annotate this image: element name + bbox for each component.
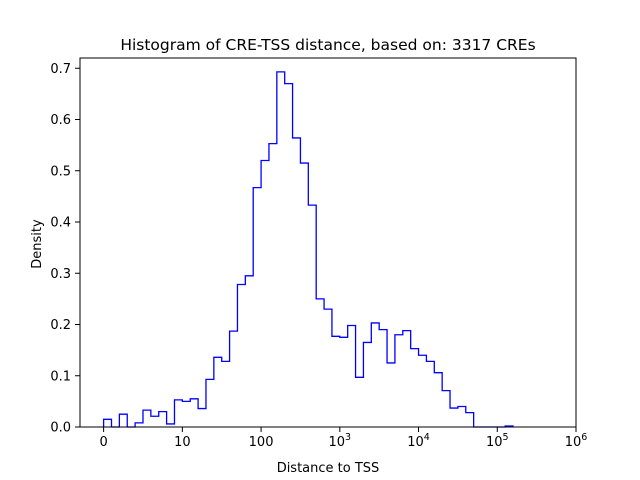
x-tick-label-base: 10 bbox=[174, 435, 191, 450]
x-tick-label-base: 10 bbox=[486, 435, 503, 450]
y-axis-label: Density bbox=[30, 219, 45, 269]
x-tick-label-base: 10 bbox=[407, 435, 424, 450]
x-tick-label-base: 0 bbox=[99, 435, 107, 450]
y-tick-label: 0.2 bbox=[50, 318, 71, 333]
x-tick-label-exponent: 3 bbox=[345, 432, 351, 443]
x-tick-label: 0 bbox=[99, 435, 107, 450]
x-tick-label-base: 10 bbox=[565, 435, 582, 450]
x-tick-label-base: 100 bbox=[249, 435, 274, 450]
x-tick-label: 10 bbox=[174, 435, 191, 450]
x-tick-label-exponent: 6 bbox=[581, 432, 587, 443]
histogram-outline bbox=[102, 71, 514, 428]
x-tick-label: 106 bbox=[565, 432, 588, 450]
x-tick-label: 103 bbox=[329, 432, 352, 450]
x-tick-label-exponent: 5 bbox=[503, 432, 509, 443]
x-tick-label: 104 bbox=[407, 432, 430, 450]
y-tick-label: 0.6 bbox=[50, 113, 71, 128]
plot-frame bbox=[79, 57, 577, 428]
x-tick-label-exponent: 4 bbox=[424, 432, 430, 443]
y-tick-label: 0.1 bbox=[50, 369, 71, 384]
y-tick-label: 0.0 bbox=[50, 421, 71, 436]
x-tick-label: 100 bbox=[249, 435, 274, 450]
y-tick-label: 0.7 bbox=[50, 62, 71, 77]
x-axis-label: Distance to TSS bbox=[277, 461, 380, 476]
y-tick-label: 0.4 bbox=[50, 216, 71, 231]
y-tick-label: 0.5 bbox=[50, 164, 71, 179]
x-tick-label: 105 bbox=[486, 432, 509, 450]
y-tick-label: 0.3 bbox=[50, 267, 71, 282]
x-tick-label-base: 10 bbox=[329, 435, 346, 450]
chart-title: Histogram of CRE-TSS distance, based on:… bbox=[120, 36, 535, 54]
